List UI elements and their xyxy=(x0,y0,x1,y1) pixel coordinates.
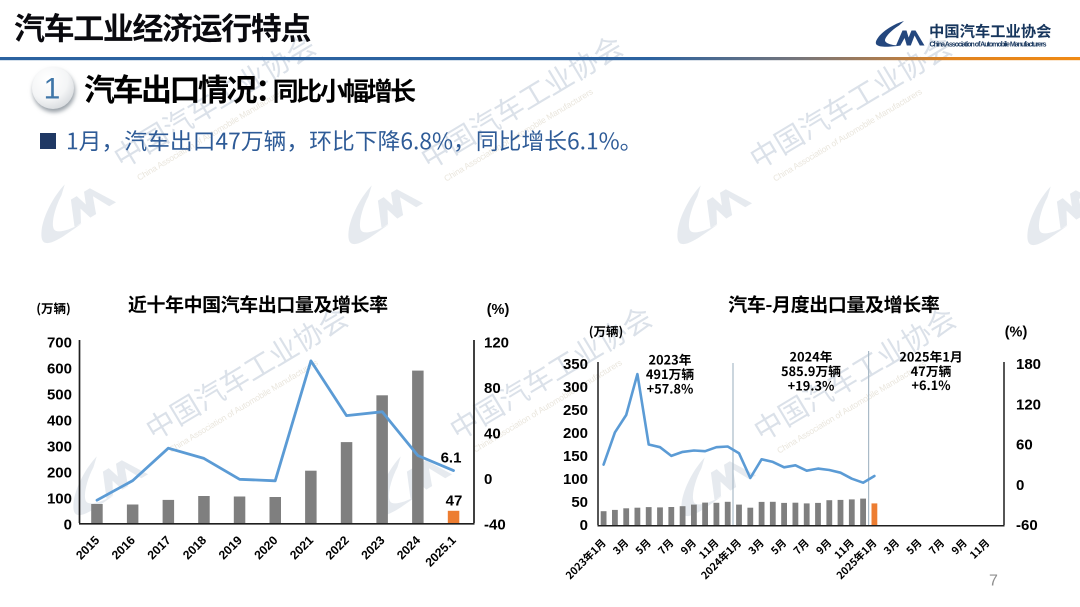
svg-text:400: 400 xyxy=(47,412,72,429)
svg-text:40: 40 xyxy=(484,425,501,442)
svg-text:(%): (%) xyxy=(487,302,510,318)
svg-text:600: 600 xyxy=(47,360,72,377)
svg-text:120: 120 xyxy=(484,334,509,351)
svg-text:47: 47 xyxy=(446,493,463,510)
svg-text:China Association of Automobil: China Association of Automobile Manufact… xyxy=(930,41,1047,48)
svg-text:0: 0 xyxy=(1016,477,1024,494)
svg-text:200: 200 xyxy=(563,425,588,442)
svg-text:300: 300 xyxy=(47,438,72,455)
svg-text:80: 80 xyxy=(484,380,501,397)
svg-text:7: 7 xyxy=(989,573,998,590)
svg-text:300: 300 xyxy=(563,379,588,396)
svg-text:350: 350 xyxy=(563,356,588,373)
svg-text:0: 0 xyxy=(64,516,72,533)
svg-text:250: 250 xyxy=(563,402,588,419)
svg-text:150: 150 xyxy=(563,448,588,465)
svg-text:200: 200 xyxy=(47,464,72,481)
svg-text:0: 0 xyxy=(484,471,492,488)
svg-text:(%): (%) xyxy=(1005,325,1028,341)
svg-text:1: 1 xyxy=(44,73,61,106)
svg-text:60: 60 xyxy=(1016,437,1033,454)
svg-text:-60: -60 xyxy=(1016,517,1038,534)
svg-text:-40: -40 xyxy=(484,516,506,533)
svg-text:100: 100 xyxy=(563,471,588,488)
svg-text:180: 180 xyxy=(1016,356,1041,373)
svg-text:700: 700 xyxy=(47,334,72,351)
svg-text:100: 100 xyxy=(47,490,72,507)
svg-text:120: 120 xyxy=(1016,396,1041,413)
svg-text:0: 0 xyxy=(580,517,588,534)
svg-text:6.1: 6.1 xyxy=(441,450,462,467)
svg-text:500: 500 xyxy=(47,386,72,403)
svg-text:50: 50 xyxy=(571,494,588,511)
